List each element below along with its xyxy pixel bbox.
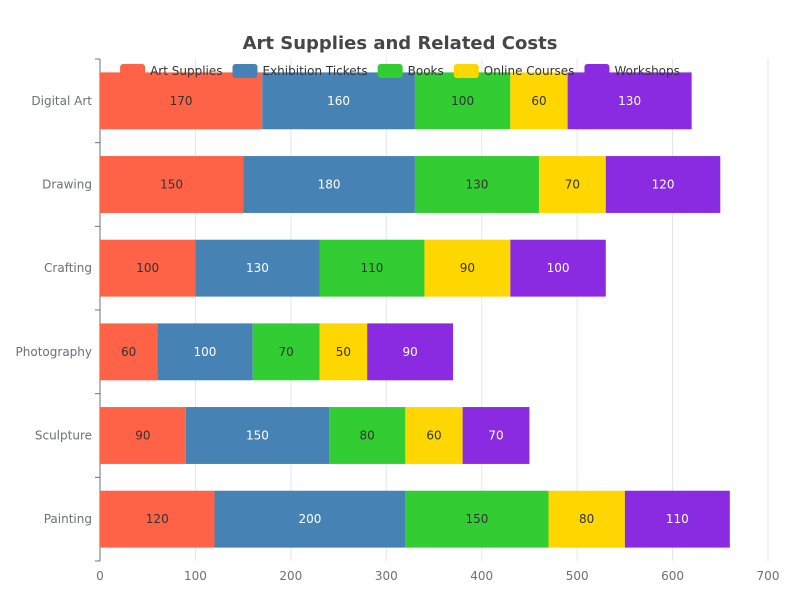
- bar-segment: [319, 239, 425, 297]
- bar-segment: [510, 239, 606, 297]
- legend: Art Supplies Exhibition Tickets Books Onlin…: [120, 64, 680, 78]
- bar-value-label: 150: [465, 512, 488, 526]
- bar-segment: [262, 72, 415, 130]
- bar-segment: [424, 239, 511, 297]
- category-label: Photography: [16, 345, 92, 359]
- bar-value-label: 100: [194, 345, 217, 359]
- bar-segment: [567, 72, 692, 130]
- legend-label: Books: [408, 64, 444, 78]
- category-label: Sculpture: [35, 429, 92, 443]
- bar-value-label: 90: [460, 261, 475, 275]
- bar-value-label: 130: [465, 178, 488, 192]
- axes: 0 100 200 300 400 500 600 700 Digital Art Drawing…: [16, 58, 780, 583]
- bar-value-label: 70: [278, 345, 293, 359]
- bar-segment: [538, 156, 606, 213]
- bar-segment: [100, 323, 158, 381]
- bar-segment: [100, 407, 186, 464]
- x-tick-label: 600: [661, 569, 684, 583]
- legend-item[interactable]: Art Supplies: [120, 64, 223, 78]
- bar-value-label: 90: [403, 345, 418, 359]
- bar-segment: [462, 407, 530, 464]
- x-tick-label: 200: [279, 569, 302, 583]
- category-label: Digital Art: [31, 94, 92, 108]
- category-label: Painting: [44, 512, 92, 526]
- bar-value-label: 60: [426, 429, 441, 443]
- bar-segment: [414, 156, 539, 213]
- chart-title: Art Supplies and Related Costs: [243, 33, 558, 54]
- bar-segment: [624, 490, 730, 548]
- legend-swatch: [232, 64, 258, 78]
- bar-segment: [405, 407, 463, 464]
- bar-value-label: 150: [246, 429, 269, 443]
- bar-segment: [252, 323, 320, 381]
- legend-item[interactable]: Exhibition Tickets: [232, 64, 368, 78]
- x-tick-label: 100: [184, 569, 207, 583]
- bar-value-label: 90: [135, 429, 150, 443]
- bar-value-label: 80: [579, 512, 594, 526]
- bar-segment: [100, 156, 244, 213]
- legend-swatch: [584, 64, 610, 78]
- bar-value-label: 200: [298, 512, 321, 526]
- bars: 170 160 100 60 130 150 180 130 70 120 100 130 110 90 1…: [100, 72, 730, 548]
- legend-item[interactable]: Online Courses: [453, 64, 575, 78]
- bar-value-label: 160: [327, 94, 350, 108]
- bar-segment: [100, 490, 215, 548]
- bar-value-label: 110: [666, 512, 689, 526]
- category-label: Crafting: [44, 261, 92, 275]
- bar-value-label: 60: [121, 345, 136, 359]
- bar-segment: [367, 323, 454, 381]
- bar-value-label: 80: [360, 429, 375, 443]
- legend-label: Workshops: [614, 64, 679, 78]
- bar-value-label: 60: [531, 94, 546, 108]
- bar-segment: [548, 490, 625, 548]
- bar-value-label: 50: [336, 345, 351, 359]
- bar-segment: [100, 72, 263, 130]
- legend-label: Online Courses: [484, 64, 575, 78]
- legend-swatch: [453, 64, 479, 78]
- bar-value-label: 130: [246, 261, 269, 275]
- bar-segment: [214, 490, 406, 548]
- legend-item[interactable]: Workshops: [584, 64, 680, 78]
- legend-label: Art Supplies: [150, 64, 222, 78]
- bar-segment: [329, 407, 406, 464]
- bar-segment: [243, 156, 415, 213]
- grid-lines: [194, 59, 769, 561]
- bar-segment: [195, 239, 320, 297]
- bar-value-label: 130: [618, 94, 641, 108]
- legend-swatch: [377, 64, 403, 78]
- bar-segment: [185, 407, 330, 464]
- x-tick-label: 300: [375, 569, 398, 583]
- category-label: Drawing: [42, 178, 92, 192]
- bar-value-label: 100: [136, 261, 159, 275]
- bar-value-label: 150: [160, 178, 183, 192]
- x-tick-label: 400: [470, 569, 493, 583]
- x-tick-label: 500: [566, 569, 589, 583]
- bar-segment: [100, 239, 196, 297]
- bar-segment: [510, 72, 568, 130]
- legend-label: Exhibition Tickets: [263, 64, 368, 78]
- x-tick-label: 0: [96, 569, 104, 583]
- bar-segment: [319, 323, 368, 381]
- bar-value-label: 170: [170, 94, 193, 108]
- bar-segment: [157, 323, 253, 381]
- bar-value-label: 100: [547, 261, 570, 275]
- bar-value-label: 180: [318, 178, 341, 192]
- bar-value-label: 70: [488, 429, 503, 443]
- bar-value-label: 110: [361, 261, 384, 275]
- bar-segment: [405, 490, 549, 548]
- bar-segment: [414, 72, 511, 130]
- bar-value-label: 120: [652, 178, 675, 192]
- bar-value-label: 70: [565, 178, 580, 192]
- legend-swatch: [120, 64, 146, 78]
- bar-value-label: 120: [146, 512, 169, 526]
- legend-item[interactable]: Books: [377, 64, 444, 78]
- x-tick-label: 700: [757, 569, 780, 583]
- bar-value-label: 100: [451, 94, 474, 108]
- bar-segment: [605, 156, 721, 213]
